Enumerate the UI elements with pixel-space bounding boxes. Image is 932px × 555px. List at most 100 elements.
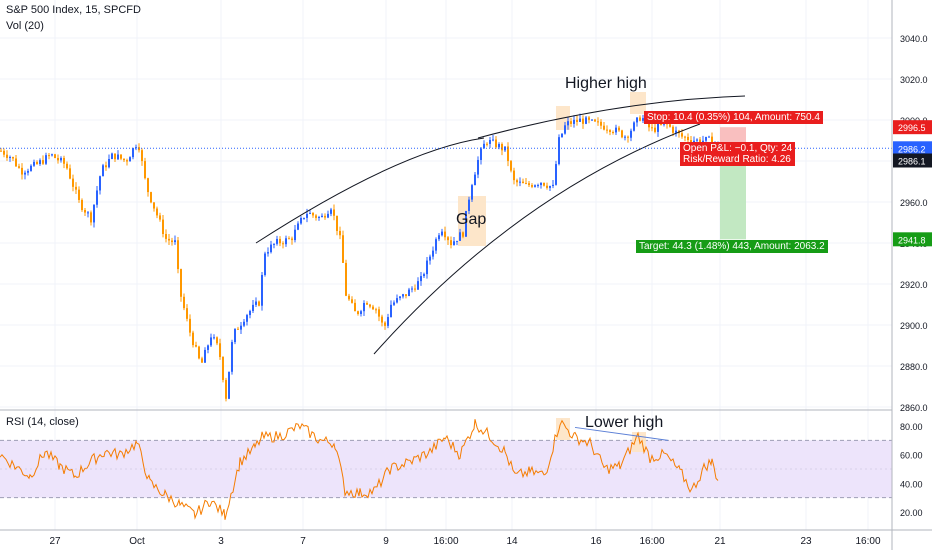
candle-body [618, 127, 620, 131]
candle-body [702, 140, 704, 144]
candle-body [567, 121, 569, 126]
candle-body [627, 136, 629, 138]
candle-body [375, 309, 377, 311]
candle-body [684, 136, 686, 138]
candle-body [600, 121, 602, 126]
candle-body [162, 219, 164, 235]
candle-body [9, 157, 11, 159]
price-tag-label-3: 2941.8 [898, 235, 926, 245]
price-tag-bg-0 [893, 120, 932, 135]
candle-body [348, 295, 350, 300]
candle-body [189, 318, 191, 333]
time-tick-label-7: 16 [590, 536, 602, 547]
candle-body [228, 371, 230, 399]
price-tick-label-7: 2900.0 [900, 321, 928, 331]
candle-body [258, 301, 260, 306]
candle-body [615, 127, 617, 133]
candle-body [150, 192, 152, 203]
candle-body [372, 306, 374, 310]
candle-body [132, 148, 134, 158]
candle-body [321, 215, 323, 218]
candle-body [597, 121, 599, 123]
rsi-header[interactable]: RSI (14, close) [6, 416, 79, 428]
candle-body [402, 294, 404, 297]
candle-body [84, 210, 86, 213]
candle-body [234, 328, 236, 343]
candle-body [558, 137, 560, 165]
candle-body [72, 178, 74, 187]
time-tick-label-1: Oct [129, 536, 145, 547]
candle-body [603, 125, 605, 130]
candle-body [63, 157, 65, 164]
candle-body [510, 161, 512, 171]
gap-annotation: Gap [456, 211, 486, 228]
candle-body [465, 210, 467, 237]
rsi-trend-line [574, 426, 669, 441]
stop-label: Stop: 10.4 (0.35%) 104, Amount: 750.4 [644, 111, 823, 124]
time-tick-label-10: 23 [800, 536, 812, 547]
candle-body [303, 217, 305, 219]
candle-body [582, 118, 584, 124]
candle-body [606, 129, 608, 131]
price-tag-label-1: 2986.2 [898, 144, 926, 154]
time-tick-label-4: 9 [383, 536, 389, 547]
candle-body [630, 130, 632, 138]
candle-body [102, 165, 104, 177]
candle-body [492, 139, 494, 141]
symbol-header[interactable]: S&P 500 Index, 15, SPCFD [6, 4, 141, 16]
candle-body [30, 165, 32, 171]
candle-body [711, 136, 713, 145]
candle-body [390, 304, 392, 318]
candle-body [195, 345, 197, 347]
rsi-tick-label-0: 80.00 [900, 422, 923, 432]
candle-body [45, 155, 47, 164]
candle-body [609, 130, 611, 133]
candle-body [462, 232, 464, 237]
candle-body [654, 127, 656, 132]
candle-body [651, 127, 653, 129]
candle-body [123, 158, 125, 161]
candle-body [672, 126, 674, 133]
candle-body [489, 140, 491, 144]
candle-body [336, 215, 338, 231]
candle-body [690, 140, 692, 143]
candle-body [213, 337, 215, 339]
candle-body [36, 161, 38, 165]
candle-body [351, 299, 353, 303]
candle-body [378, 309, 380, 317]
candle-body [87, 212, 89, 214]
candle-body [207, 345, 209, 350]
time-tick-label-0: 27 [49, 536, 61, 547]
candle-body [408, 289, 410, 297]
candle-body [384, 322, 386, 326]
price-tick-label-9: 2860.0 [900, 403, 928, 413]
candle-body [201, 358, 203, 363]
candle-body [540, 182, 542, 186]
candle-body [447, 237, 449, 241]
candle-body [519, 181, 521, 183]
candle-body [96, 190, 98, 205]
candle-body [6, 154, 8, 158]
rsi-line [0, 419, 719, 520]
candle-body [105, 165, 107, 168]
candle-body [261, 274, 263, 306]
candle-body [66, 163, 68, 169]
wedge-lower-curve [373, 123, 701, 355]
volume-header[interactable]: Vol (20) [6, 20, 44, 32]
candle-body [327, 213, 329, 218]
candle-body [99, 176, 101, 191]
price-tag-label-2: 2986.1 [898, 156, 926, 166]
rsi-tick-label-2: 40.00 [900, 479, 923, 489]
candle-body [708, 136, 710, 138]
candle-body [501, 144, 503, 151]
candle-body [543, 182, 545, 186]
candle-body [159, 215, 161, 220]
candle-body [333, 209, 335, 216]
candle-body [0, 150, 2, 152]
candle-body [156, 208, 158, 216]
candle-body [237, 328, 239, 330]
candle-body [417, 281, 419, 290]
candle-body [39, 160, 41, 165]
candle-body [345, 262, 347, 296]
candle-body [114, 153, 116, 160]
